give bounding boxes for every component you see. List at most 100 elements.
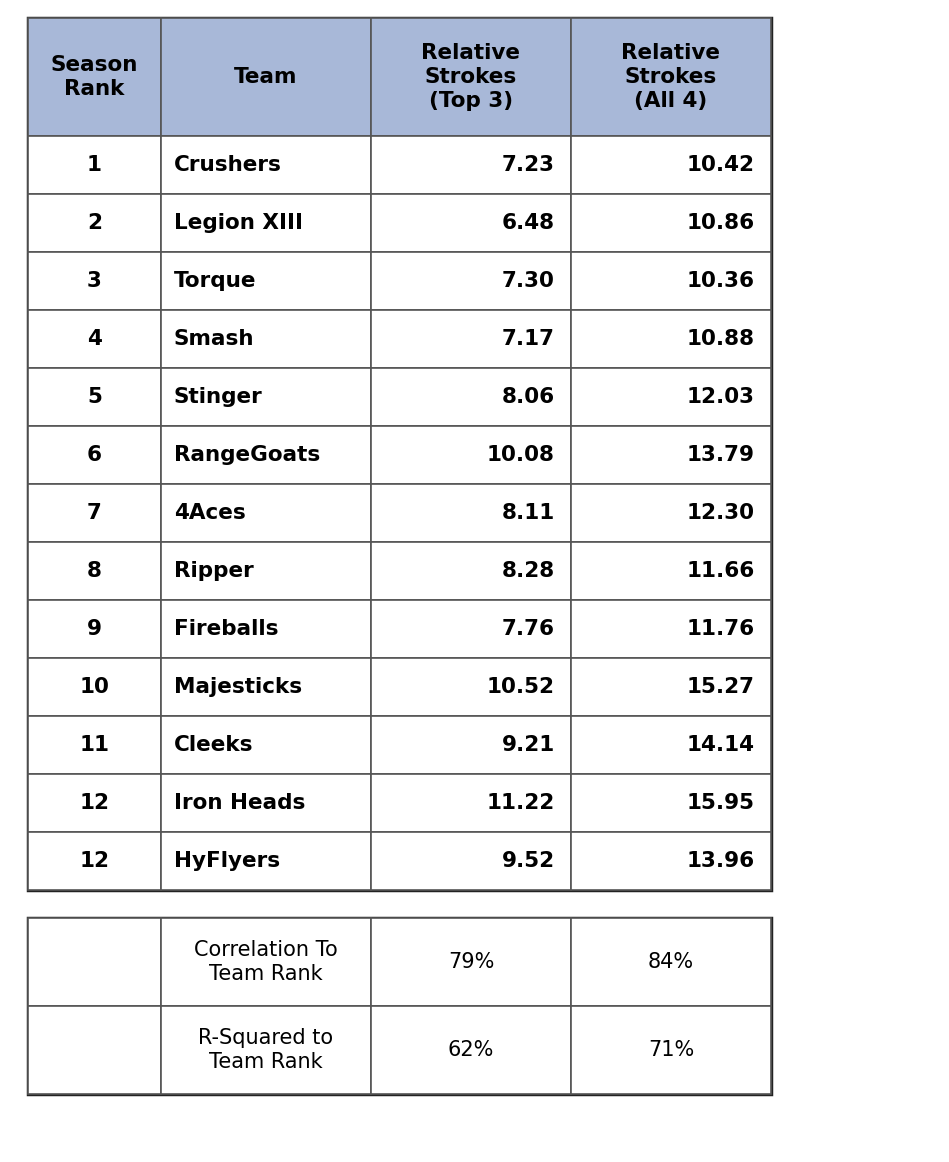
Text: 10.42: 10.42 bbox=[687, 155, 755, 175]
Text: 7.30: 7.30 bbox=[502, 271, 555, 290]
Bar bbox=[28, 658, 161, 716]
Bar bbox=[371, 716, 571, 774]
Text: 62%: 62% bbox=[448, 1040, 494, 1060]
Bar bbox=[161, 194, 371, 252]
Text: Legion XIII: Legion XIII bbox=[174, 213, 303, 234]
Text: Stinger: Stinger bbox=[174, 387, 262, 407]
Text: 11: 11 bbox=[80, 736, 109, 755]
Bar bbox=[371, 600, 571, 658]
Bar bbox=[161, 368, 371, 426]
Text: 7: 7 bbox=[87, 503, 102, 523]
Text: 11.22: 11.22 bbox=[487, 792, 555, 813]
Bar bbox=[371, 368, 571, 426]
Bar bbox=[571, 774, 771, 832]
Text: Cleeks: Cleeks bbox=[174, 736, 253, 755]
Bar bbox=[571, 252, 771, 310]
Text: 1: 1 bbox=[87, 155, 102, 175]
Bar bbox=[161, 600, 371, 658]
Bar bbox=[161, 716, 371, 774]
Bar bbox=[161, 252, 371, 310]
Text: 3: 3 bbox=[87, 271, 102, 290]
Text: 5: 5 bbox=[87, 387, 102, 407]
Text: 11.66: 11.66 bbox=[687, 561, 755, 581]
Text: Team: Team bbox=[234, 67, 298, 87]
Bar bbox=[161, 918, 371, 1006]
Bar bbox=[571, 600, 771, 658]
Text: 7.17: 7.17 bbox=[502, 329, 555, 349]
Bar bbox=[161, 658, 371, 716]
Text: 9.21: 9.21 bbox=[502, 736, 555, 755]
Bar bbox=[28, 485, 161, 541]
Text: HyFlyers: HyFlyers bbox=[174, 851, 280, 872]
Bar bbox=[161, 136, 371, 194]
Text: 8: 8 bbox=[87, 561, 102, 581]
Bar bbox=[571, 426, 771, 485]
Text: 8.11: 8.11 bbox=[502, 503, 555, 523]
Text: 7.76: 7.76 bbox=[502, 619, 555, 639]
Text: 10.08: 10.08 bbox=[487, 445, 555, 465]
Bar bbox=[571, 1006, 771, 1093]
Bar bbox=[28, 252, 161, 310]
Bar bbox=[28, 832, 161, 890]
Text: Fireballs: Fireballs bbox=[174, 619, 278, 639]
Bar bbox=[571, 17, 771, 136]
Text: Smash: Smash bbox=[174, 329, 254, 349]
Bar bbox=[371, 426, 571, 485]
Bar bbox=[371, 252, 571, 310]
Bar bbox=[371, 485, 571, 541]
Bar bbox=[28, 918, 771, 1093]
Text: 10.52: 10.52 bbox=[487, 677, 555, 697]
Text: 2: 2 bbox=[87, 213, 102, 234]
Text: 14.14: 14.14 bbox=[687, 736, 755, 755]
Text: 4: 4 bbox=[87, 329, 102, 349]
Text: 84%: 84% bbox=[648, 952, 694, 971]
Text: Ripper: Ripper bbox=[174, 561, 253, 581]
Bar bbox=[28, 17, 161, 136]
Bar bbox=[571, 716, 771, 774]
Text: Correlation To
Team Rank: Correlation To Team Rank bbox=[195, 940, 338, 984]
Text: 15.27: 15.27 bbox=[687, 677, 755, 697]
Bar bbox=[571, 658, 771, 716]
Bar bbox=[161, 310, 371, 368]
Bar bbox=[371, 774, 571, 832]
Bar bbox=[371, 918, 571, 1006]
Bar bbox=[571, 136, 771, 194]
Text: 12: 12 bbox=[80, 792, 109, 813]
Bar bbox=[371, 17, 571, 136]
Bar bbox=[371, 194, 571, 252]
Text: 12.03: 12.03 bbox=[687, 387, 755, 407]
Bar bbox=[571, 918, 771, 1006]
Bar bbox=[28, 1006, 161, 1093]
Bar bbox=[28, 541, 161, 600]
Bar bbox=[571, 368, 771, 426]
Text: Torque: Torque bbox=[174, 271, 256, 290]
Text: 8.28: 8.28 bbox=[502, 561, 555, 581]
Bar bbox=[371, 136, 571, 194]
Text: Crushers: Crushers bbox=[174, 155, 282, 175]
Bar bbox=[371, 832, 571, 890]
Bar bbox=[161, 426, 371, 485]
Bar bbox=[571, 485, 771, 541]
Text: Relative
Strokes
(Top 3): Relative Strokes (Top 3) bbox=[421, 43, 520, 112]
Text: 9: 9 bbox=[87, 619, 102, 639]
Bar bbox=[28, 600, 161, 658]
Bar bbox=[371, 1006, 571, 1093]
Bar bbox=[28, 368, 161, 426]
Text: 6.48: 6.48 bbox=[502, 213, 555, 234]
Text: Season
Rank: Season Rank bbox=[51, 55, 139, 99]
Bar bbox=[28, 716, 161, 774]
Bar bbox=[571, 194, 771, 252]
Bar bbox=[28, 136, 161, 194]
Text: R-Squared to
Team Rank: R-Squared to Team Rank bbox=[198, 1028, 333, 1073]
Text: 11.76: 11.76 bbox=[687, 619, 755, 639]
Text: Majesticks: Majesticks bbox=[174, 677, 302, 697]
Bar bbox=[28, 17, 771, 890]
Bar bbox=[161, 774, 371, 832]
Bar bbox=[161, 832, 371, 890]
Bar bbox=[161, 1006, 371, 1093]
Bar bbox=[161, 541, 371, 600]
Bar bbox=[571, 310, 771, 368]
Bar bbox=[571, 832, 771, 890]
Bar bbox=[371, 310, 571, 368]
Bar bbox=[371, 658, 571, 716]
